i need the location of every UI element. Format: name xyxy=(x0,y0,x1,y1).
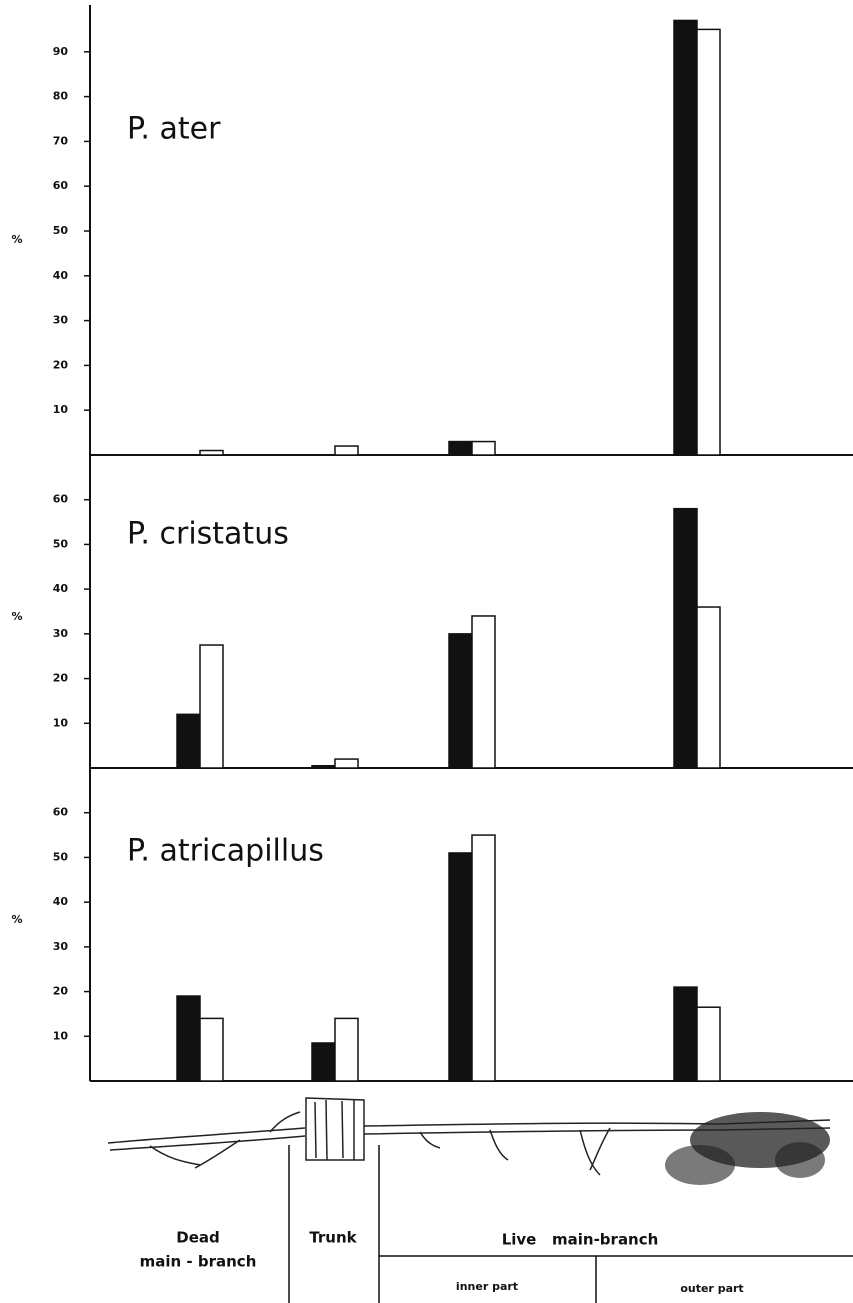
y-tick-label: 10 xyxy=(53,403,69,416)
y-tick-label: 30 xyxy=(53,627,69,640)
bar xyxy=(697,1007,720,1081)
bar xyxy=(200,645,223,768)
bar xyxy=(472,616,495,768)
key-label: outer part xyxy=(680,1282,743,1295)
key-label: Live main-branch xyxy=(502,1231,659,1249)
page: Dead main - branch Trunk Live main-branc… xyxy=(0,0,853,1303)
y-tick-label: 10 xyxy=(53,716,69,729)
y-tick-label: 50 xyxy=(53,224,69,237)
y-tick-label: 20 xyxy=(53,985,69,998)
y-tick-label: 30 xyxy=(53,314,69,327)
bar xyxy=(177,714,200,768)
y-tick-label: 50 xyxy=(53,850,69,863)
y-tick-label: 40 xyxy=(53,269,69,282)
y-tick-label: 40 xyxy=(53,582,69,595)
bar xyxy=(200,451,223,455)
bar xyxy=(177,996,200,1081)
y-axis-label: % xyxy=(11,913,22,926)
y-tick-label: 40 xyxy=(53,895,69,908)
bar xyxy=(312,1043,335,1081)
chart-title: P. ater xyxy=(127,112,221,147)
bar xyxy=(697,29,720,455)
bar xyxy=(449,634,472,768)
y-axis-label: % xyxy=(11,233,22,246)
key-lines xyxy=(289,1145,853,1303)
bar xyxy=(674,987,697,1081)
bar xyxy=(674,509,697,768)
y-axis-label: % xyxy=(11,610,22,623)
chart-title: P. atricapillus xyxy=(127,834,324,869)
key-label: main - branch xyxy=(140,1253,257,1271)
key-label: Dead xyxy=(176,1229,219,1247)
bar xyxy=(335,446,358,455)
bar xyxy=(472,835,495,1081)
y-tick-label: 60 xyxy=(53,179,69,192)
y-tick-label: 20 xyxy=(53,672,69,685)
bar xyxy=(449,853,472,1081)
y-tick-label: 20 xyxy=(53,358,69,371)
y-tick-label: 50 xyxy=(53,537,69,550)
bar xyxy=(449,442,472,455)
y-tick-label: 70 xyxy=(53,134,69,147)
chart: Dead main - branch Trunk Live main-branc… xyxy=(0,0,853,1303)
bar xyxy=(335,1018,358,1081)
bar xyxy=(697,607,720,768)
bar xyxy=(674,20,697,455)
y-tick-label: 90 xyxy=(53,45,69,58)
y-tick-label: 60 xyxy=(53,806,69,819)
bar xyxy=(335,759,358,768)
bar xyxy=(200,1018,223,1081)
key-label: Trunk xyxy=(309,1229,357,1247)
chart-title: P. cristatus xyxy=(127,517,289,552)
y-tick-label: 30 xyxy=(53,940,69,953)
key-label: inner part xyxy=(456,1280,518,1293)
y-tick-label: 10 xyxy=(53,1029,69,1042)
y-tick-label: 80 xyxy=(53,90,69,103)
y-tick-label: 60 xyxy=(53,493,69,506)
bar xyxy=(312,766,335,768)
bar xyxy=(472,442,495,455)
